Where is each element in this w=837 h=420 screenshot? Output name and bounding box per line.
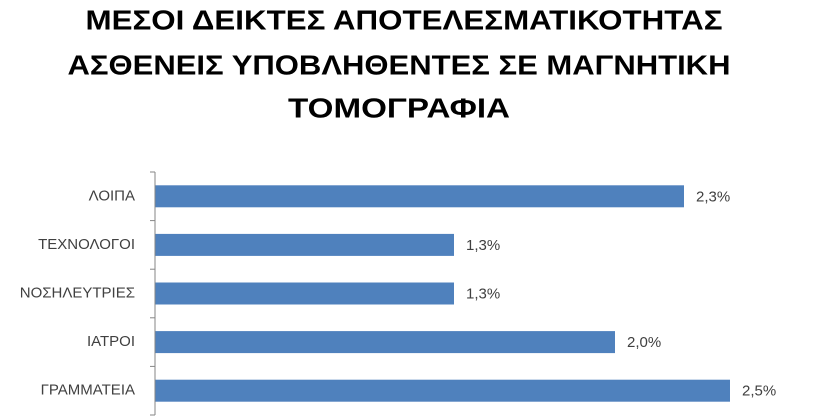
value-label: 1,3% — [466, 285, 500, 302]
y-tick-label: ΙΑΤΡΟΙ — [87, 333, 135, 350]
value-label: 2,0% — [627, 334, 661, 351]
y-tick-label: ΝΟΣΗΛΕΥΤΡΙΕΣ — [20, 284, 135, 301]
chart-title: ΤΟΜΟΓΡΑΦΙΑ — [288, 92, 510, 123]
chart-title: ΑΣΘΕΝΕΙΣ ΥΠΟΒΛΗΘΕΝΤΕΣ ΣΕ ΜΑΓΝΗΤΙΚΗ — [68, 49, 731, 80]
bar — [155, 282, 454, 305]
bar — [155, 331, 615, 354]
bar — [155, 379, 730, 402]
value-label: 2,5% — [742, 383, 776, 400]
bar — [155, 185, 684, 208]
bar — [155, 233, 454, 256]
chart-title: ΜΕΣΟΙ ΔΕΙΚΤΕΣ ΑΠΟΤΕΛΕΣΜΑΤΙΚΟΤΗΤΑΣ — [86, 4, 723, 35]
value-label: 2,3% — [696, 188, 730, 205]
value-label: 1,3% — [466, 237, 500, 254]
y-tick-label: ΓΡΑΜΜΑΤΕΙΑ — [41, 382, 135, 399]
y-tick-label: ΤΕΧΝΟΛΟΓΟΙ — [38, 236, 135, 253]
y-tick-label: ΛΟΙΠΑ — [89, 187, 135, 204]
